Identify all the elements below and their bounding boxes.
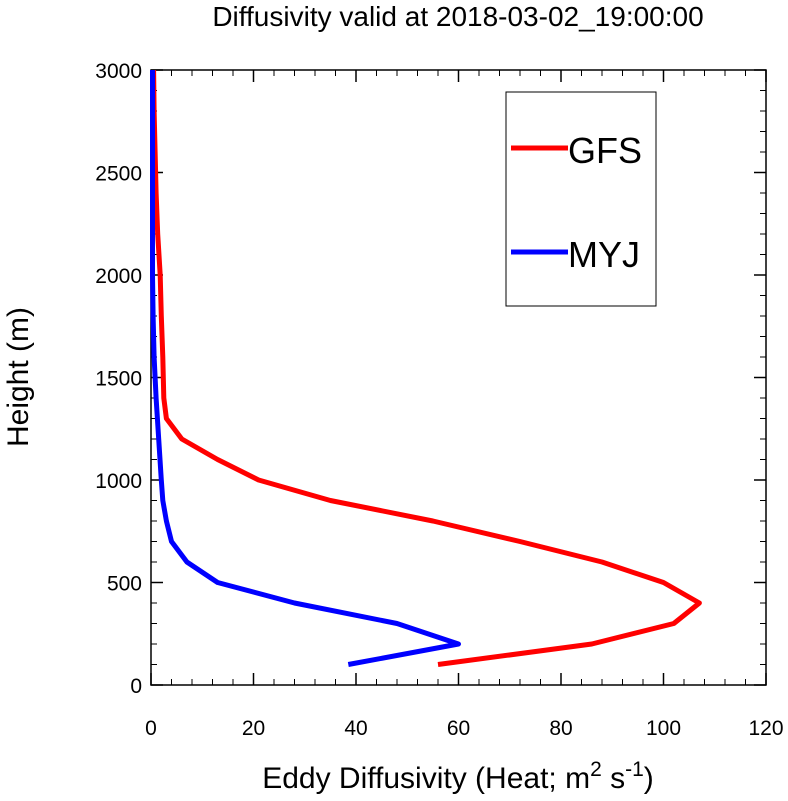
x-axis-label: Eddy Diffusivity (Heat; m2 s-1): [262, 758, 654, 795]
series-line-gfs: [151, 69, 702, 667]
y-tick-label: 2500: [95, 163, 142, 186]
x-tick-label: 0: [145, 717, 157, 740]
series-lines: [150, 69, 702, 667]
major-ticks: [150, 69, 767, 686]
y-axis-label: Height (m): [2, 307, 35, 447]
x-tick-label: 40: [344, 717, 367, 740]
x-tick-labels: 0 20 40 60 80 100 120: [145, 717, 783, 740]
legend-label-gfs: GFS: [568, 130, 642, 171]
chart-title: Diffusivity valid at 2018-03-02_19:00:00: [212, 1, 703, 32]
x-tick-label: 60: [447, 717, 470, 740]
legend: GFS MYJ: [505, 91, 657, 307]
plot-frame: [150, 69, 767, 686]
x-tick-label: 80: [549, 717, 572, 740]
y-tick-label: 500: [107, 573, 142, 596]
plot-area: 0 20 40 60 80 100 120 0 500 1000 1500 2000 2500 3000: [95, 60, 783, 740]
x-tick-label: 20: [242, 717, 265, 740]
legend-box: [505, 91, 657, 307]
series-line-myj: [150, 70, 461, 667]
y-tick-labels: 0 500 1000 1500 2000 2500 3000: [95, 60, 142, 698]
y-tick-label: 3000: [95, 60, 142, 83]
legend-label-myj: MYJ: [568, 234, 640, 275]
y-tick-label: 0: [130, 675, 142, 698]
y-tick-label: 2000: [95, 265, 142, 288]
x-tick-label: 120: [748, 717, 783, 740]
y-tick-label: 1500: [95, 368, 142, 391]
y-tick-label: 1000: [95, 470, 142, 493]
x-tick-label: 100: [646, 717, 681, 740]
minor-ticks: [151, 70, 766, 685]
